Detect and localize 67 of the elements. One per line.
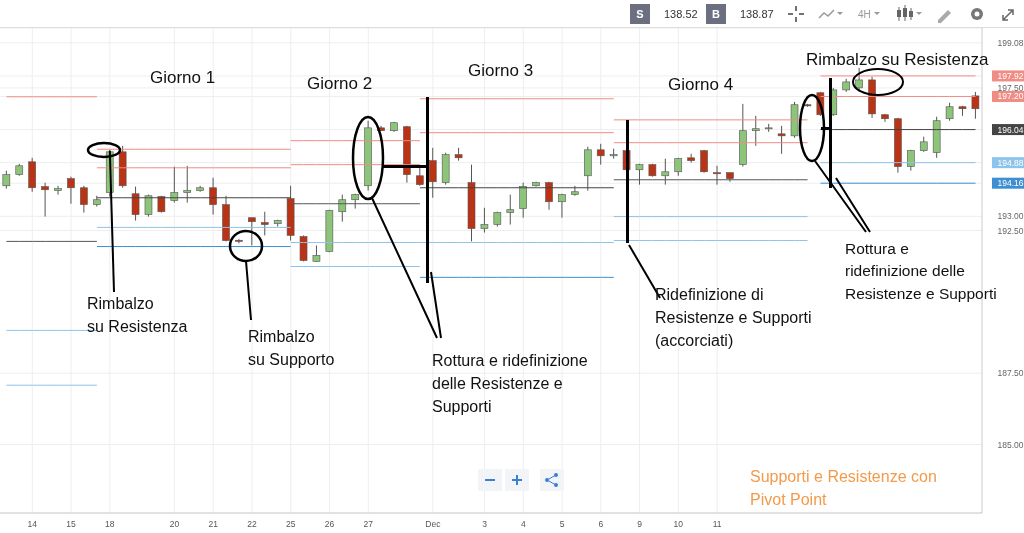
y-tick-label: 196.04 [997, 124, 1024, 135]
candlestick [777, 125, 786, 155]
x-tick-label: 20 [169, 519, 180, 530]
x-tick-label: 9 [637, 519, 643, 530]
candlestick [338, 194, 347, 223]
candlestick [248, 217, 256, 246]
annotation: Supporti e Resistenze con Pivot Point [750, 468, 937, 509]
x-tick-label: 25 [285, 519, 296, 530]
candlestick [428, 147, 437, 199]
y-tick-label: 197.92 [997, 70, 1024, 81]
candlestick [480, 207, 489, 234]
y-tick-label: 192.50 [997, 225, 1024, 236]
annotation: Rimbalzo su Resistenza [806, 50, 989, 69]
annotation: Giorno 1 [150, 68, 216, 87]
x-tick-label: 11 [712, 519, 722, 530]
candlestick [131, 186, 140, 222]
candlestick [80, 185, 88, 214]
x-tick-label: 21 [208, 519, 219, 530]
x-tick-label: 4 [520, 519, 526, 530]
candlestick [571, 185, 579, 197]
candlestick [506, 194, 515, 226]
candlestick [519, 182, 527, 219]
x-tick-label: 27 [363, 519, 374, 530]
y-tick-label: 194.88 [997, 157, 1024, 168]
candlestick [751, 115, 760, 147]
x-tick-label: 5 [559, 519, 565, 530]
y-tick-label: 187.50 [997, 368, 1024, 379]
text: S [636, 8, 644, 20]
x-tick-label: 18 [105, 519, 115, 530]
annotation: Rimbalzo su Supporto [248, 328, 335, 369]
x-tick-label: 15 [66, 519, 77, 530]
annotation: Rottura e ridefinizione delle Resistenze e Supporti [432, 352, 588, 416]
candlestick [170, 166, 179, 204]
annotation: Giorno 4 [668, 75, 734, 94]
candlestick [54, 185, 62, 196]
x-tick-label: 22 [247, 519, 257, 530]
x-tick-label: 6 [598, 519, 604, 530]
candlestick [971, 91, 980, 120]
candlestick [260, 211, 269, 236]
x-tick-label: 10 [673, 519, 684, 530]
annotation: Giorno 2 [307, 74, 373, 93]
y-tick-label: 193.00 [997, 211, 1024, 222]
text: 138.52 [664, 8, 698, 20]
candlestick [596, 143, 605, 166]
x-tick-label: 26 [324, 519, 335, 530]
text: B [712, 8, 721, 20]
y-tick-label: 197.50 [997, 82, 1024, 93]
candlestick [209, 177, 217, 216]
text: 138.87 [740, 8, 774, 20]
candlestick [855, 67, 863, 93]
y-tick-label: 197.20 [997, 91, 1024, 102]
text: 4H [858, 9, 871, 20]
candlestick [183, 165, 192, 204]
x-tick-label: Dec [425, 519, 442, 530]
annotation: Rimbalzo su Resistenza [87, 295, 188, 336]
candlestick [41, 182, 49, 218]
y-tick-label: 199.08 [997, 37, 1024, 48]
annotation: Giorno 3 [468, 61, 534, 80]
candlestick [299, 234, 308, 262]
y-tick-label: 185.00 [997, 439, 1024, 450]
x-tick-label: 14 [27, 519, 38, 530]
candlestick [235, 238, 243, 244]
x-tick-label: 3 [482, 519, 488, 530]
annotation: Rottura e ridefinizione delle Resistenze e Supporti [845, 240, 997, 302]
y-tick-label: 194.16 [997, 178, 1024, 189]
candlestick [67, 176, 75, 205]
annotation: Ridefinizione di Resistenze e Supporti (accorciati) [655, 286, 812, 350]
